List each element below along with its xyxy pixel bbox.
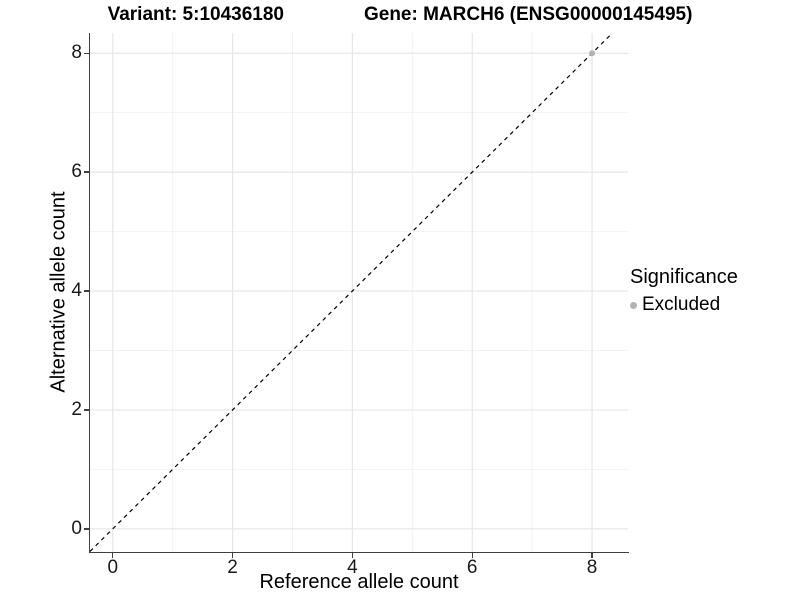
- y-tick-label: 4: [71, 280, 82, 301]
- plot-canvas: [90, 33, 628, 552]
- x-tick-label: 0: [107, 557, 119, 578]
- y-tick-mark: [84, 528, 89, 530]
- x-tick-label: 4: [347, 557, 358, 578]
- variant-title: Variant: 5:10436180: [107, 4, 284, 25]
- data-point: [589, 50, 596, 57]
- y-tick-mark: [84, 52, 89, 54]
- y-tick-label: 2: [71, 398, 82, 420]
- legend-item: Excluded: [630, 294, 738, 316]
- x-axis-title: Reference allele count: [259, 571, 459, 593]
- x-tick-mark: [112, 553, 114, 558]
- y-tick-label: 8: [71, 42, 82, 64]
- legend-item-label: Excluded: [642, 294, 721, 315]
- x-axis-line: [88, 551, 629, 553]
- legend-point-icon: [630, 301, 637, 309]
- legend-items: Excluded: [630, 294, 738, 316]
- identity-dashed-line: [90, 33, 613, 552]
- y-tick-mark: [84, 171, 89, 173]
- y-tick-mark: [84, 290, 89, 292]
- x-tick-label: 8: [586, 557, 598, 578]
- x-tick-mark: [591, 553, 593, 558]
- legend-title: Significance: [630, 266, 738, 288]
- plot-title: Variant: 5:10436180 Gene: MARCH6 (ENSG00…: [0, 4, 800, 26]
- legend: Significance Excluded: [630, 266, 738, 316]
- x-tick-mark: [351, 553, 354, 558]
- y-tick-label: 6: [71, 161, 82, 183]
- y-tick-label: 0: [71, 517, 82, 539]
- plot-panel: [90, 33, 628, 552]
- y-tick-mark: [84, 409, 89, 411]
- x-tick-mark: [471, 553, 473, 558]
- x-tick-label: 2: [227, 557, 238, 578]
- x-tick-label: 6: [466, 557, 478, 578]
- gene-title: Gene: MARCH6 (ENSG00000145495): [363, 4, 693, 25]
- x-tick-mark: [231, 553, 234, 558]
- y-axis-line: [88, 33, 90, 553]
